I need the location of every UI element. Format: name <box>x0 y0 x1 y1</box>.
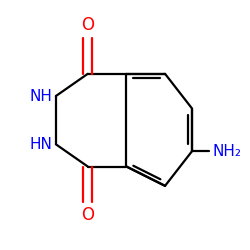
Text: HN: HN <box>29 137 52 152</box>
Text: NH: NH <box>29 88 52 104</box>
Text: NH₂: NH₂ <box>212 144 242 158</box>
Text: O: O <box>81 206 94 224</box>
Text: O: O <box>81 16 94 34</box>
